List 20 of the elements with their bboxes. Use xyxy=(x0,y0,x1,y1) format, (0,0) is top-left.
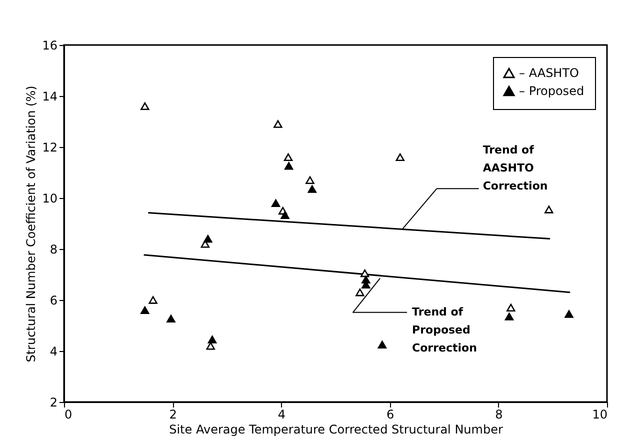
y-tick-label: 4 xyxy=(50,344,58,358)
annotation: Trend of AASHTO Correction xyxy=(482,144,548,193)
x-tick-label: 10 xyxy=(592,408,608,422)
y-tick-label: 6 xyxy=(50,294,58,308)
y-tick-label: 10 xyxy=(42,192,58,206)
y-tick-label: 2 xyxy=(50,396,58,410)
x-tick-label: 0 xyxy=(64,408,72,422)
y-tick-label: 12 xyxy=(42,140,58,154)
legend-label: – Proposed xyxy=(519,84,584,98)
x-tick-label: 8 xyxy=(495,408,503,422)
x-tick-label: 2 xyxy=(169,408,177,422)
annotation: Trend of Proposed Correction xyxy=(412,305,477,354)
y-tick-label: 16 xyxy=(42,38,58,52)
legend-label: – AASHTO xyxy=(519,66,579,80)
x-tick-label: 4 xyxy=(278,408,286,422)
x-axis-title: Site Average Temperature Corrected Structural Number xyxy=(169,422,503,436)
y-axis-title: Structural Number Coefficient of Variation (%) xyxy=(24,86,38,362)
y-tick-label: 8 xyxy=(50,242,58,256)
x-tick-label: 6 xyxy=(386,408,394,422)
y-tick-label: 14 xyxy=(42,90,58,104)
